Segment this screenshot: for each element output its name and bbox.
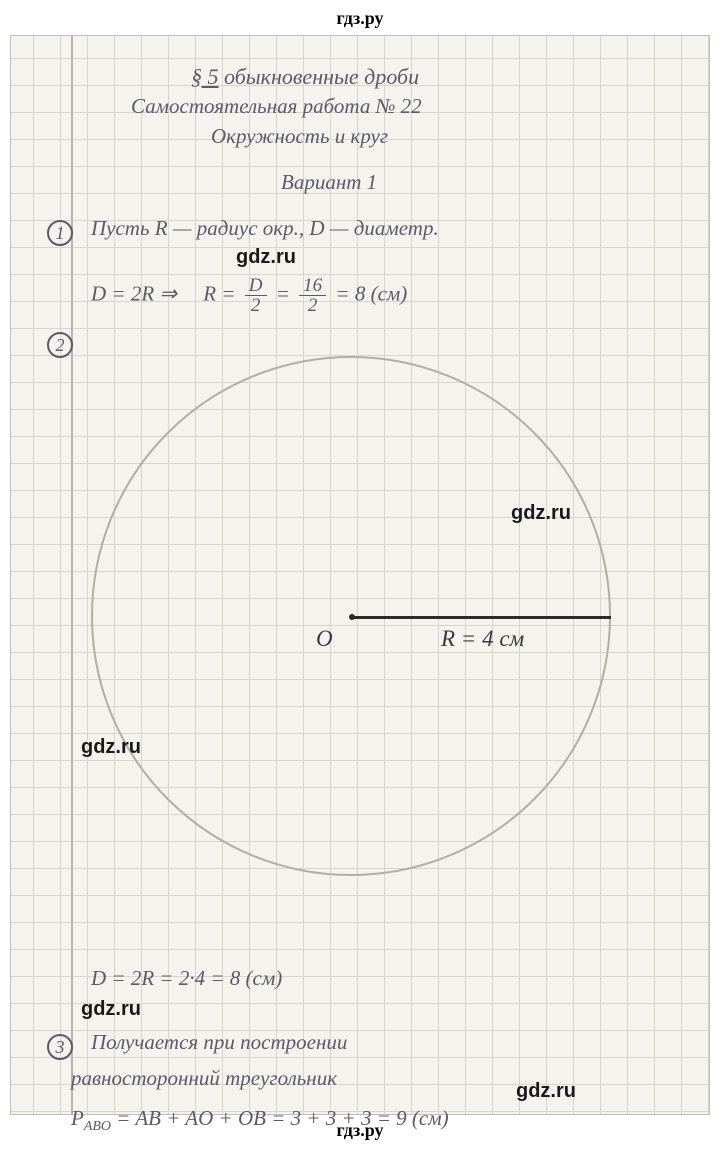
formula-left: D = 2R ⇒ [91, 281, 177, 305]
variant: Вариант 1 [281, 170, 377, 195]
problem1-text: Пусть R — радиус окр., D — диаметр. [91, 216, 439, 241]
topic: Окружность и круг [211, 124, 388, 149]
eq2: = [276, 281, 290, 305]
problem3-perimeter: PABO = AB + AO + OB = 3 + 3 + 3 = 9 (см) [71, 1106, 449, 1135]
problem-bullet-3: 3 [47, 1034, 73, 1060]
inline-watermark-3: gdz.ru [81, 736, 141, 759]
watermark-bottom: гдз.ру [336, 1120, 383, 1141]
inline-watermark-5: gdz.ru [516, 1080, 576, 1103]
problem-bullet-2: 2 [47, 332, 73, 358]
formula-r: R = [203, 281, 235, 305]
frac2-den: 2 [299, 296, 326, 315]
perimeter-p: P [71, 1106, 84, 1130]
section-header: § 5 обыкновенные дроби [191, 64, 419, 90]
frac1-num: D [245, 276, 267, 296]
notebook-paper: § 5 обыкновенные дроби Самостоятельная р… [10, 35, 710, 1115]
inline-watermark-1: gdz.ru [236, 246, 296, 269]
paragraph-num: § 5 [191, 64, 219, 89]
problem-bullet-1: 1 [47, 220, 73, 246]
problem3-line2: равносторонний треугольник [71, 1066, 337, 1091]
problem3-line1: Получается при построении [91, 1030, 651, 1055]
margin-line [71, 36, 73, 1114]
work-type: Самостоятельная работа № 22 [131, 94, 422, 119]
problem1-formula: D = 2R ⇒ R = D 2 = 16 2 = 8 (см) [91, 276, 407, 315]
radius-label: R = 4 см [441, 626, 524, 652]
frac1-den: 2 [245, 296, 267, 315]
perimeter-formula: = AB + AO + OB = 3 + 3 + 3 = 9 (см) [116, 1106, 448, 1130]
problem2-diameter: D = 2R = 2·4 = 8 (см) [91, 966, 282, 991]
inline-watermark-2: gdz.ru [511, 502, 571, 525]
result: = 8 (см) [335, 281, 407, 305]
radius-line [351, 616, 611, 619]
watermark-top: гдз.ру [336, 8, 383, 29]
perimeter-sub: ABO [84, 1119, 111, 1134]
paragraph-title: обыкновенные дроби [224, 64, 419, 89]
center-label: О [316, 626, 333, 652]
frac2-num: 16 [299, 276, 326, 296]
fraction-1: D 2 [245, 276, 267, 315]
fraction-2: 16 2 [299, 276, 326, 315]
inline-watermark-4: gdz.ru [81, 998, 141, 1021]
